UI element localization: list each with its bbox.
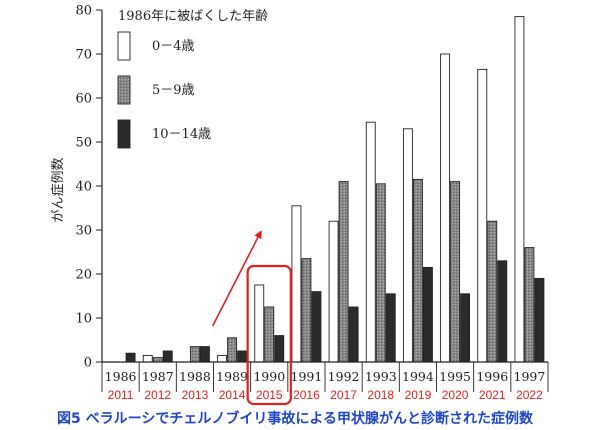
x-tick-label-1994: 1994 — [402, 369, 434, 384]
bar-1987-series-1 — [152, 357, 163, 363]
y-tick-label: 30 — [75, 224, 92, 239]
x-tick-label-1992: 1992 — [328, 369, 360, 384]
y-tick-label: 10 — [75, 312, 92, 327]
legend-swatch-series-0 — [117, 31, 131, 61]
x-tick-label-1986: 1986 — [105, 369, 137, 384]
bar-1993-series-2 — [385, 293, 396, 363]
bar-1989-series-0 — [217, 354, 228, 363]
bar-1991-series-2 — [311, 291, 322, 363]
bar-1987-series-2 — [162, 350, 173, 363]
figure-caption: 図5 ベラルーシでチェルノブイリ事故による甲状腺がんと診断された症例数 — [57, 411, 533, 427]
bar-1993-series-1 — [375, 183, 386, 363]
bar-1989-series-1 — [227, 337, 238, 363]
bar-1994-series-0 — [402, 128, 413, 363]
bar-1996-series-2 — [497, 260, 508, 363]
y-tick-label: 50 — [75, 136, 92, 151]
legend-title: 1986年に被ばくした年齢 — [118, 9, 268, 24]
x-tick-label-1993: 1993 — [365, 369, 397, 384]
y-tick-label: 70 — [75, 48, 92, 63]
x-tick-label-1996: 1996 — [476, 369, 508, 384]
bar-1988-series-1 — [189, 346, 200, 363]
secondary-year-label-2013: 2013 — [182, 388, 209, 402]
bar-1992-series-2 — [348, 306, 359, 363]
secondary-year-label-2011: 2011 — [108, 388, 134, 402]
secondary-year-label-2016: 2016 — [293, 388, 320, 402]
bar-1995-series-0 — [440, 53, 451, 363]
trend-arrow — [211, 230, 262, 327]
y-tick-label: 0 — [84, 356, 92, 371]
secondary-year-label-2015: 2015 — [256, 388, 283, 402]
legend-label-series-1: 5－9歳 — [152, 83, 195, 98]
bar-1986-series-2 — [125, 352, 136, 363]
bar-1990-series-1 — [264, 306, 275, 363]
secondary-year-label-2021: 2021 — [479, 388, 506, 402]
y-tick-label: 40 — [75, 180, 92, 195]
secondary-year-label-2019: 2019 — [405, 388, 432, 402]
bar-1993-series-0 — [365, 121, 376, 363]
bar-1994-series-1 — [412, 178, 423, 363]
x-tick-label-1991: 1991 — [291, 369, 323, 384]
bar-1990-series-2 — [274, 335, 285, 363]
bar-1990-series-0 — [254, 284, 265, 363]
bar-1995-series-1 — [450, 181, 461, 363]
bar-1997-series-0 — [514, 16, 525, 363]
bar-1996-series-1 — [487, 220, 498, 363]
bar-1995-series-2 — [460, 293, 471, 363]
secondary-year-label-2018: 2018 — [367, 388, 394, 402]
y-axis-label: がん症例数 — [51, 157, 66, 222]
bar-1992-series-0 — [328, 220, 339, 363]
y-tick-label: 20 — [75, 268, 92, 283]
secondary-year-label-2014: 2014 — [219, 388, 246, 402]
x-tick-label-1988: 1988 — [179, 369, 211, 384]
bar-1997-series-2 — [534, 277, 545, 363]
secondary-year-label-2022: 2022 — [516, 388, 543, 402]
bar-1991-series-0 — [291, 205, 302, 363]
bar-1994-series-2 — [422, 266, 433, 363]
highlight-box-1990 — [246, 264, 292, 406]
y-tick-label: 80 — [75, 4, 92, 19]
x-tick-label-1989: 1989 — [216, 369, 248, 384]
bar-1988-series-2 — [199, 346, 210, 363]
bar-1989-series-2 — [237, 350, 248, 363]
x-tick-label-1990: 1990 — [253, 369, 285, 384]
bar-1991-series-1 — [301, 258, 312, 363]
secondary-year-label-2012: 2012 — [144, 388, 171, 402]
legend-swatch-series-2 — [117, 119, 131, 149]
legend-label-series-0: 0－4歳 — [152, 39, 195, 54]
x-tick-label-1995: 1995 — [439, 369, 471, 384]
bar-1987-series-0 — [142, 354, 153, 363]
y-tick-label: 60 — [75, 92, 92, 107]
bar-1996-series-0 — [477, 68, 488, 363]
bar-1997-series-1 — [524, 247, 535, 363]
x-tick-label-1997: 1997 — [514, 369, 546, 384]
secondary-year-label-2020: 2020 — [442, 388, 469, 402]
secondary-year-label-2017: 2017 — [330, 388, 357, 402]
legend-label-series-2: 10－14歳 — [152, 127, 211, 142]
bar-1992-series-1 — [338, 181, 349, 363]
x-tick-label-1987: 1987 — [142, 369, 174, 384]
legend-swatch-series-1 — [117, 75, 131, 105]
